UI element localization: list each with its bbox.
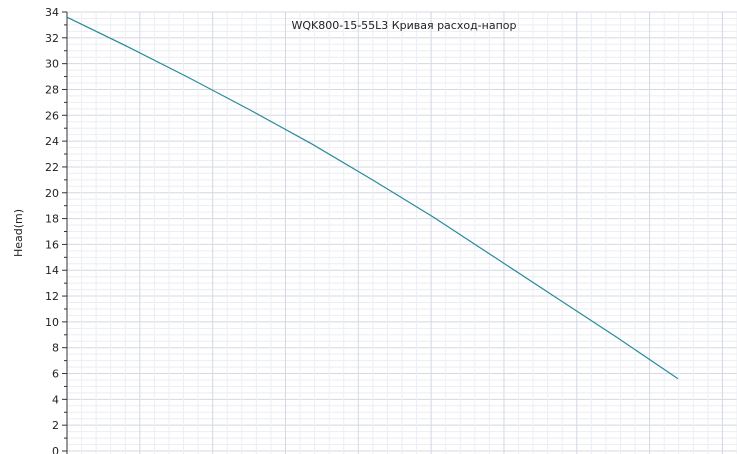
y-tick-label: 16: [45, 238, 59, 251]
y-tick-label: 34: [45, 6, 59, 19]
y-tick-label: 0: [52, 445, 59, 454]
y-tick-label: 8: [52, 342, 59, 355]
y-tick-label: 30: [45, 58, 59, 71]
y-tick-label: 12: [45, 290, 59, 303]
grid: [66, 11, 737, 454]
y-tick-label: 14: [45, 264, 59, 277]
y-axis-title: Head(m): [12, 209, 25, 257]
y-tick-label: 20: [45, 187, 59, 200]
chart-title: WQK800-15-55L3 Кривая расход-напор: [291, 19, 516, 32]
y-tick-label: 18: [45, 213, 59, 226]
head-curve-series-0: [66, 16, 679, 380]
y-tick-label: 6: [52, 368, 59, 381]
y-tick-label: 22: [45, 161, 59, 174]
y-tick-label: 24: [45, 135, 59, 148]
y-tick-label: 10: [45, 316, 59, 329]
series-layer: [66, 16, 679, 380]
y-tick-label: 28: [45, 83, 59, 96]
y-tick-label: 26: [45, 109, 59, 122]
y-tick-label: 32: [45, 32, 59, 45]
y-tick-label: 2: [52, 419, 59, 432]
y-tick-label: 4: [52, 393, 59, 406]
